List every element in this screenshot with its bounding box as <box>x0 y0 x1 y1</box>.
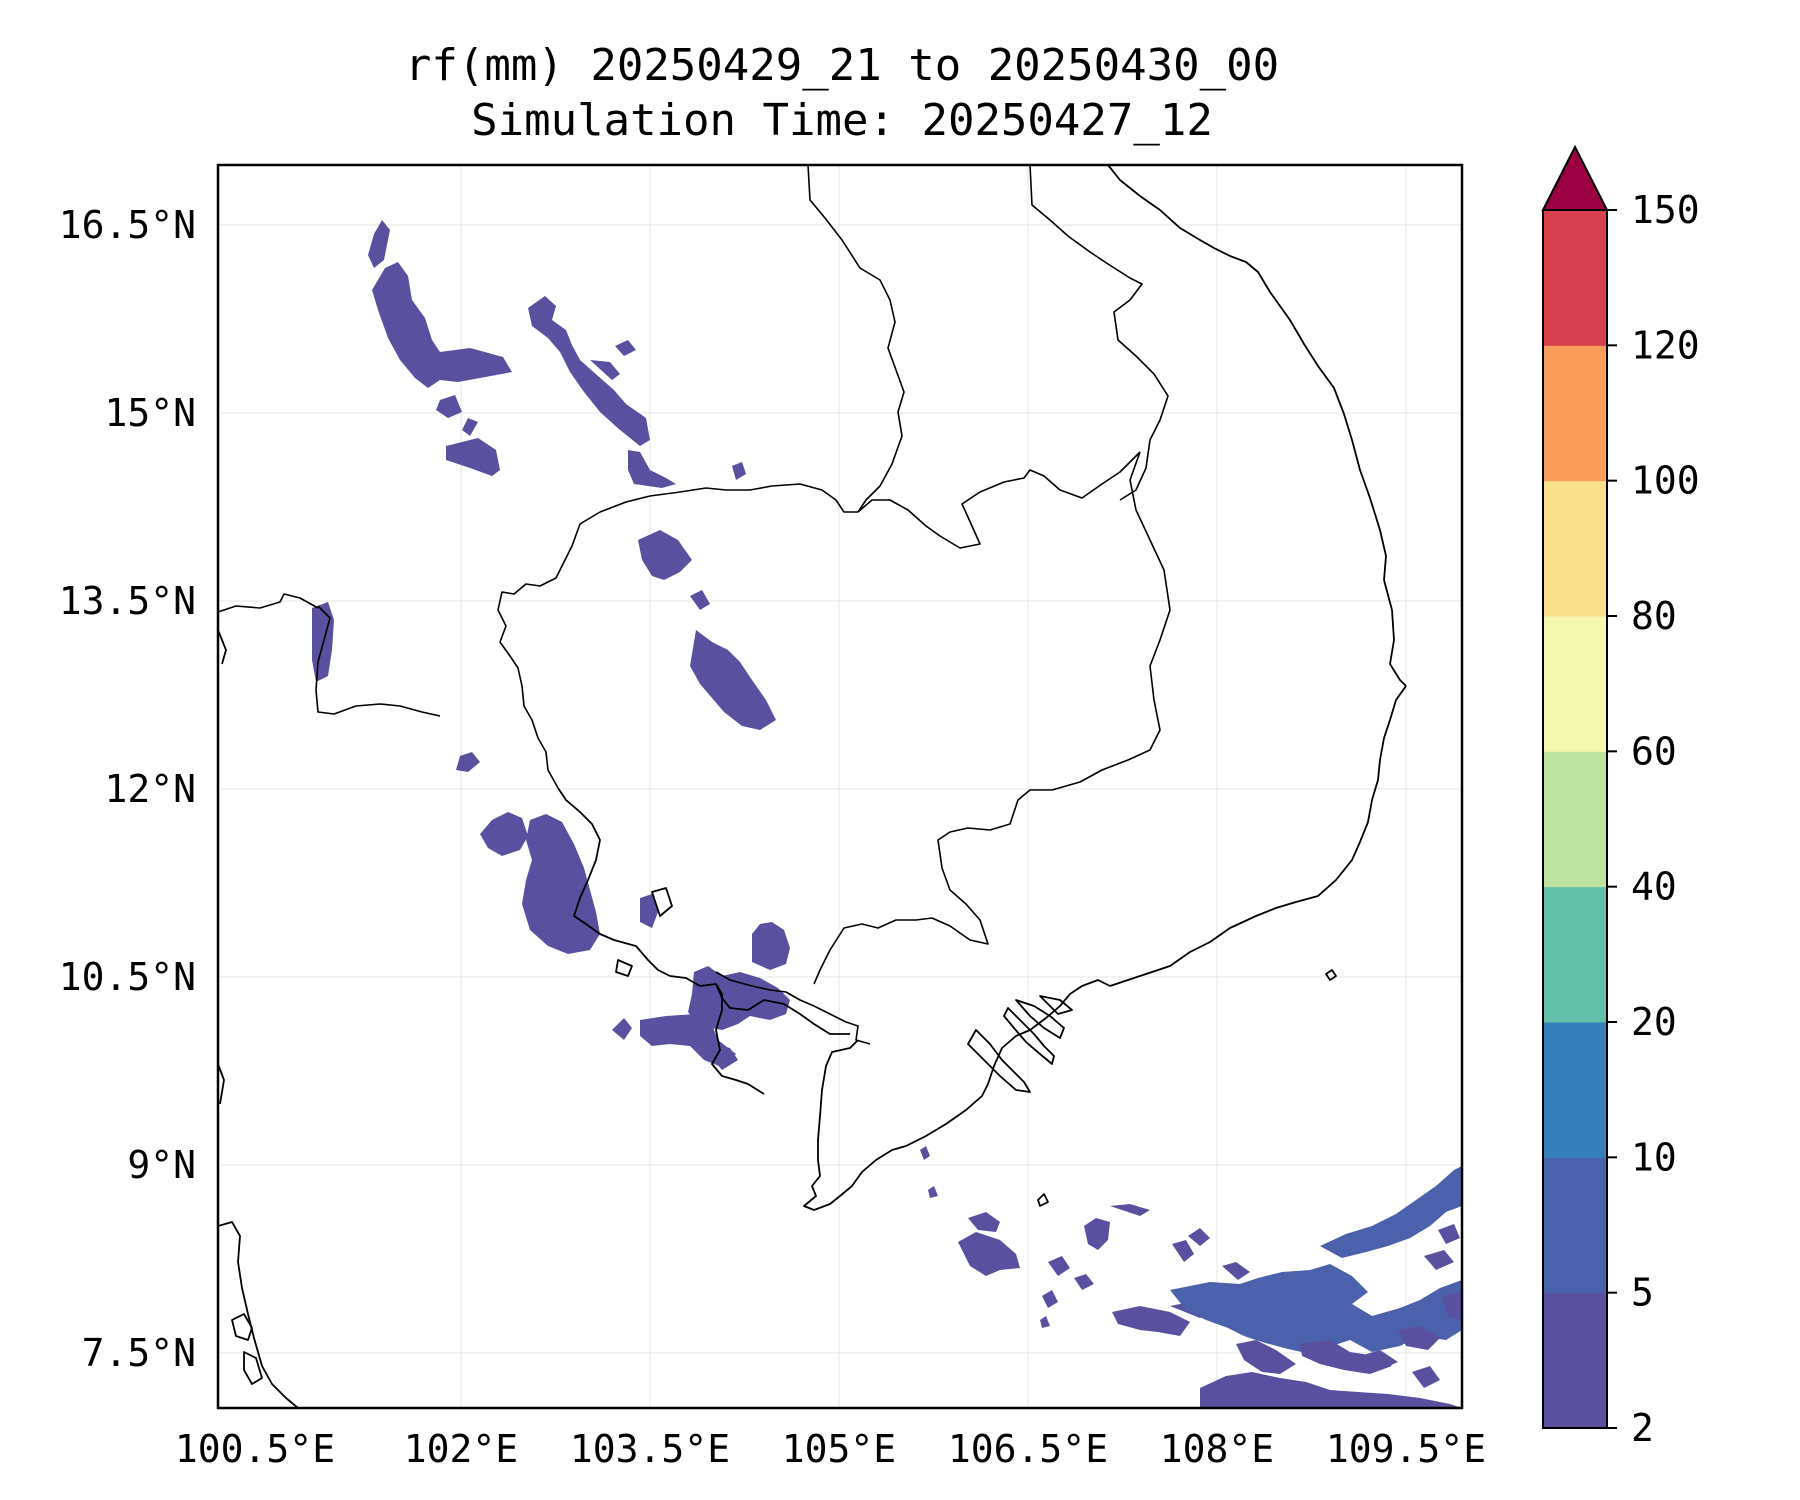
latitude-tick-labels: 16.5°N 15°N 13.5°N 12°N 10.5°N 9°N 7.5°N <box>59 203 196 1375</box>
lon-tick-label: 102°E <box>404 1427 518 1471</box>
colorbar-tick-label: 40 <box>1631 865 1677 909</box>
lat-tick-label: 16.5°N <box>59 203 196 247</box>
colorbar-tick-label: 120 <box>1631 323 1700 367</box>
lat-tick-label: 7.5°N <box>82 1331 196 1375</box>
gridlines <box>218 165 1462 1408</box>
colorbar-tick-label: 10 <box>1631 1135 1677 1179</box>
rainfall-areas <box>312 220 1462 1408</box>
colorbar-segment <box>1543 1157 1607 1294</box>
lon-tick-label: 105°E <box>782 1427 896 1471</box>
colorbar-tick-label: 100 <box>1631 459 1700 503</box>
colorbar-tick-label: 150 <box>1631 188 1700 232</box>
coastlines <box>218 165 1407 1408</box>
lat-tick-label: 10.5°N <box>59 955 196 999</box>
lat-tick-label: 13.5°N <box>59 579 196 623</box>
lon-tick-label: 100.5°E <box>175 1427 335 1471</box>
lon-tick-label: 108°E <box>1160 1427 1274 1471</box>
country-borders <box>218 165 1171 1045</box>
colorbar-segment <box>1543 210 1607 346</box>
colorbar-segment <box>1543 1022 1607 1158</box>
colorbar-extend-arrow <box>1541 144 1609 211</box>
colorbar-tick-label: 5 <box>1631 1271 1654 1315</box>
colorbar-tick-label: 80 <box>1631 594 1677 638</box>
map-content <box>218 165 1462 1408</box>
colorbar-segment <box>1543 1292 1607 1429</box>
colorbar-tick-label: 2 <box>1631 1406 1654 1450</box>
lon-tick-label: 106.5°E <box>948 1427 1108 1471</box>
colorbar-segment <box>1543 616 1607 752</box>
colorbar-segment <box>1543 886 1607 1023</box>
colorbar-outline <box>1542 209 1608 1429</box>
title-line-2: Simulation Time: 20250427_12 <box>471 95 1213 146</box>
colorbar-segment <box>1543 480 1607 617</box>
lat-tick-label: 9°N <box>127 1143 196 1187</box>
colorbar-tick-label: 20 <box>1631 1000 1677 1044</box>
title-line-1: rf(mm) 20250429_21 to 20250430_00 <box>405 40 1279 91</box>
lat-tick-label: 12°N <box>104 767 196 811</box>
longitude-tick-labels: 100.5°E 102°E 103.5°E 105°E 106.5°E 108°… <box>175 1427 1486 1471</box>
colorbar: 2 5 10 20 40 60 80 100 120 150 <box>1541 144 1700 1450</box>
colorbar-segment <box>1543 345 1607 482</box>
lon-tick-label: 109.5°E <box>1326 1427 1486 1471</box>
colorbar-tick-label: 60 <box>1631 729 1677 773</box>
lon-tick-label: 103.5°E <box>570 1427 730 1471</box>
map-frame <box>216 163 1464 1410</box>
colorbar-segment <box>1543 751 1607 888</box>
lat-tick-label: 15°N <box>104 391 196 435</box>
